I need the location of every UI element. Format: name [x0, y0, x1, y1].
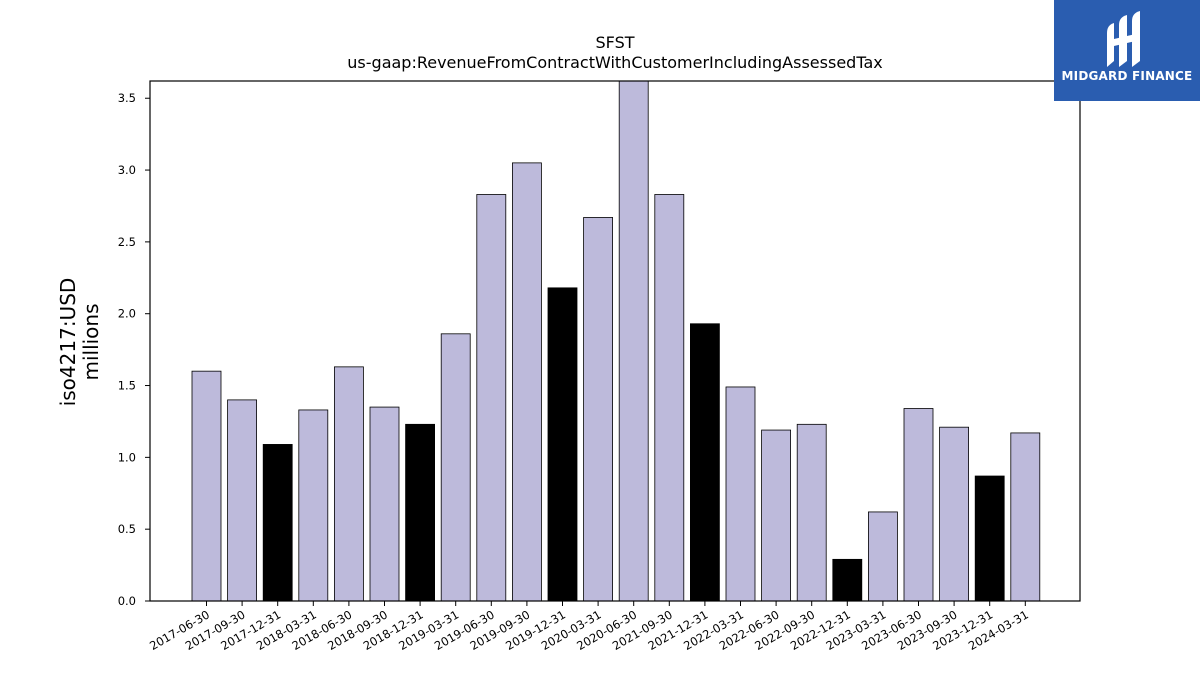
bar-2020-03-31 [583, 217, 613, 602]
y-axis: 0.0 0.5 1.0 1.5 2.0 2.5 3.0 3.5 [118, 91, 150, 608]
bar-2017-12-31 [262, 444, 293, 602]
bar-2019-06-30 [476, 194, 507, 602]
plot-frame [149, 80, 1081, 602]
bar-2018-03-31 [298, 409, 329, 602]
bar-2023-03-31 [868, 511, 898, 602]
chart-title: SFST [595, 33, 635, 52]
bar-2023-12-31 [974, 475, 1005, 602]
chart-subtitle: us-gaap:RevenueFromContractWithCustomerI… [347, 53, 883, 72]
bar-2022-09-30 [796, 423, 827, 602]
bar-2019-03-31 [440, 333, 471, 602]
bar-2017-06-30 [191, 370, 222, 602]
y-tick-label: 0.0 [118, 594, 136, 608]
midgard-finance-logo: MIDGARD FINANCE [1054, 0, 1200, 101]
bar-2023-06-30 [903, 408, 934, 602]
y-tick-label: 1.5 [118, 379, 136, 393]
bar-2022-03-31 [725, 386, 756, 602]
bar-2024-03-31 [1010, 432, 1041, 602]
bar-2018-06-30 [333, 366, 364, 602]
x-axis: 2017-06-302017-09-302017-12-312018-03-31… [147, 601, 1031, 653]
y-tick-label: 3.5 [118, 91, 136, 105]
bar-2022-06-30 [761, 429, 791, 602]
bars-group [191, 80, 1041, 602]
y-tick-label: 1.0 [118, 450, 136, 464]
logo-text: MIDGARD FINANCE [1061, 69, 1193, 83]
y-tick-label: 3.0 [118, 163, 136, 177]
y-tick-label: 2.5 [118, 235, 136, 249]
bar-2019-09-30 [512, 162, 542, 602]
bar-2019-12-31 [547, 287, 578, 602]
bar-2017-09-30 [227, 399, 258, 602]
bar-2023-09-30 [939, 426, 969, 602]
y-tick-label: 2.0 [118, 307, 136, 321]
bar-2021-09-30 [654, 194, 685, 602]
logo-mark-icon [1107, 11, 1140, 67]
bar-2020-06-30 [618, 80, 649, 602]
bar-2022-12-31 [832, 558, 863, 602]
bar-2021-12-31 [690, 323, 720, 602]
bar-2018-12-31 [405, 423, 436, 602]
y-tick-label: 0.5 [118, 522, 136, 536]
bar-2018-09-30 [369, 406, 400, 602]
